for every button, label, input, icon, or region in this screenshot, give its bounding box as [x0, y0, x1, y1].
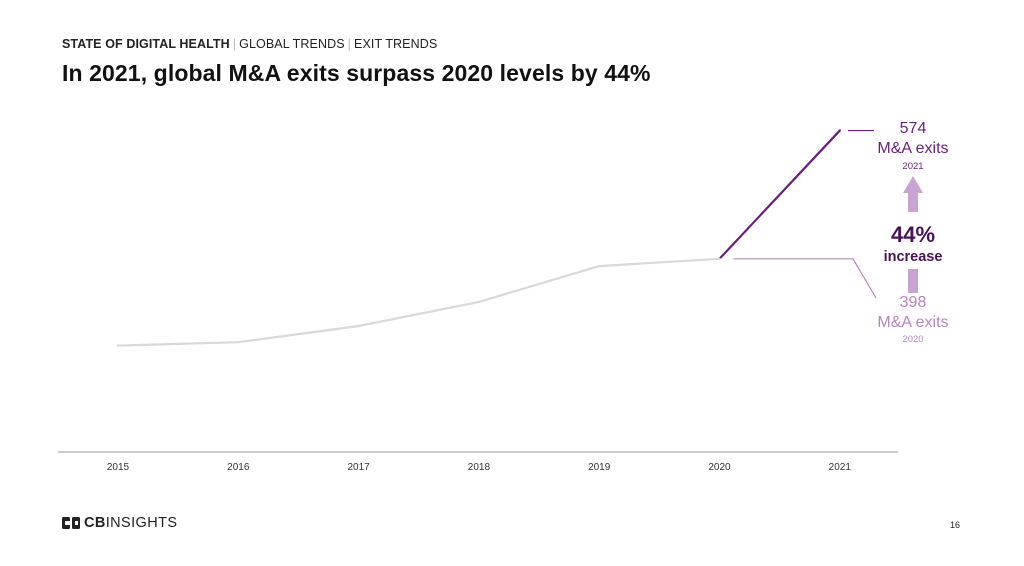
breadcrumb: STATE OF DIGITAL HEALTH | GLOBAL TRENDS | EX… — [62, 37, 437, 51]
breadcrumb-separator: | — [232, 37, 237, 51]
x-tick-label-2021: 2021 — [829, 462, 852, 473]
data-point-2020 — [718, 257, 721, 260]
data-point-2017 — [357, 324, 360, 328]
data-point-2016 — [237, 341, 240, 344]
data-point-2018 — [477, 300, 481, 304]
page-number: 16 — [949, 520, 960, 530]
annotation-prior-year: 2020 — [902, 334, 923, 345]
annotation-prior-value: 398 — [900, 294, 927, 311]
breadcrumb-item-exit-trends: EXIT TRENDS — [354, 37, 438, 51]
x-tick-label-2018: 2018 — [468, 462, 491, 473]
x-tick-label-2017: 2017 — [347, 462, 370, 473]
annotation-current-year: 2021 — [902, 161, 923, 172]
annotation-current-value: 574 — [900, 120, 927, 137]
x-tick-label-2019: 2019 — [588, 462, 611, 473]
data-point-2019 — [598, 264, 601, 268]
cb-insights-logo: CBINSIGHTS — [62, 515, 177, 531]
increase-arrow-base — [908, 269, 918, 293]
cb-logo-icon — [62, 517, 80, 529]
increase-arrow-shaft — [908, 192, 918, 212]
increase-arrow-head — [903, 176, 923, 193]
annotation-change-value: 44% — [891, 222, 935, 247]
x-tick-label-2020: 2020 — [708, 462, 731, 473]
annotation-prior-label: M&A exits — [877, 314, 948, 331]
annotation-connector-prior — [733, 258, 877, 299]
breadcrumb-section: STATE OF DIGITAL HEALTH — [62, 37, 230, 51]
annotation-current-label: M&A exits — [877, 140, 948, 157]
x-tick-label-2015: 2015 — [107, 462, 130, 473]
brand-name: CBINSIGHTS — [84, 515, 178, 531]
breadcrumb-separator: | — [347, 37, 352, 51]
breadcrumb-item-global-trends: GLOBAL TRENDS — [239, 37, 345, 51]
series-line-highlight — [718, 129, 841, 260]
annotation-change-label: increase — [884, 249, 943, 265]
data-point-2015 — [116, 344, 120, 347]
data-point-2021 — [838, 129, 841, 132]
x-tick-label-2016: 2016 — [227, 462, 250, 473]
series-line-history — [117, 257, 720, 347]
page-title: In 2021, global M&A exits surpass 2020 l… — [62, 60, 651, 86]
